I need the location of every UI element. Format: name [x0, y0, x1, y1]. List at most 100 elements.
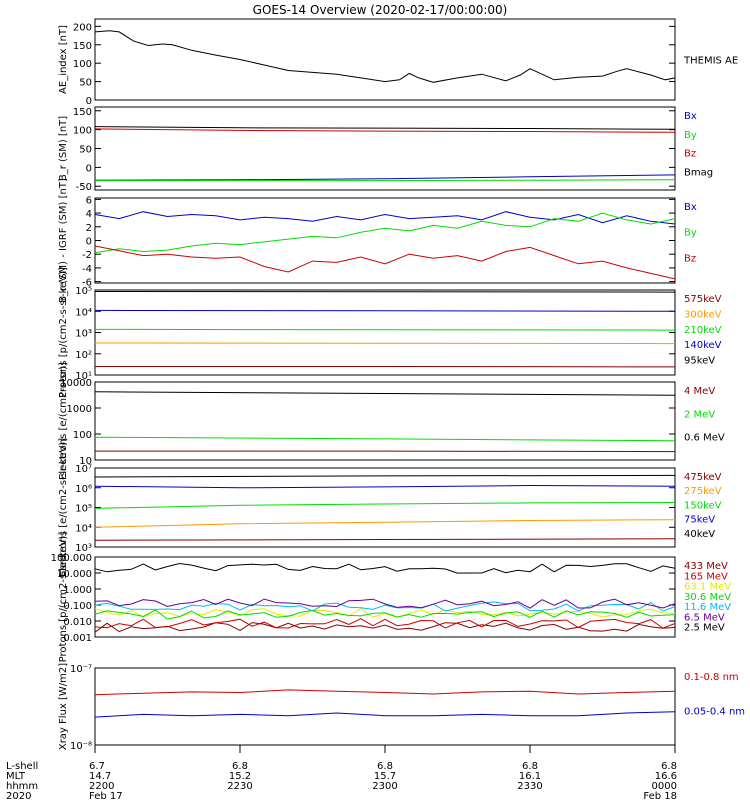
panel-frame [94, 197, 676, 284]
series-line [94, 502, 676, 509]
legend-label: 433 MeV [684, 561, 728, 572]
legend-label: 63.1 MeV [684, 582, 731, 593]
y-tick-label: 10⁵ [75, 286, 92, 297]
x-tick-label-hhmm: 0000 [652, 781, 677, 792]
series-line [94, 519, 676, 528]
y-tick-label: 100 [73, 59, 92, 70]
legend-label: 475keV [684, 472, 722, 483]
legend-label: 2.5 MeV [684, 623, 725, 634]
y-tick-label: 0 [86, 96, 92, 107]
chart-title: GOES-14 Overview (2020-02-17/00:00:00) [253, 3, 508, 17]
x-tick-label-hhmm: 2330 [517, 781, 542, 792]
x-tick-label-date: Feb 17 [89, 791, 123, 800]
series-line [94, 474, 676, 478]
legend-label: THEMIS AE [683, 56, 738, 67]
y-tick-label: 1000 [67, 404, 92, 415]
series-line [94, 245, 676, 280]
legend-label: 275keV [684, 486, 722, 497]
y-tick-label: 10⁻⁸ [70, 741, 92, 752]
x-tick-label-date: Feb 18 [643, 791, 677, 800]
y-tick-label: 150 [73, 107, 92, 118]
legend-label: By [684, 130, 697, 141]
legend-label: Bz [684, 253, 696, 264]
legend-label: 75keV [684, 515, 715, 526]
y-tick-label: 10⁵ [75, 504, 92, 515]
series-line [94, 711, 676, 718]
legend-label: 575keV [684, 294, 722, 305]
y-tick-label: 200 [73, 22, 92, 33]
y-axis-label: Xray Flux [W/m2] [58, 663, 69, 750]
panel-1: 0 50 100 150 200 AE_index [nT] THEMIS AE [58, 18, 738, 107]
panel-6: 10³ 10⁴ 10⁵ 10⁶ 10⁷ Electrons [e/(cm2-s-sr-ke… [58, 438, 722, 577]
legend-label: By [684, 228, 697, 239]
x-tick-label-hhmm: 2200 [89, 781, 114, 792]
x-tick-label-hhmm: 2230 [227, 781, 252, 792]
series-line [94, 609, 676, 620]
panel-frame [94, 289, 676, 376]
panel-frame [94, 556, 676, 638]
legend-label: 210keV [684, 325, 722, 336]
legend-label: 140keV [684, 340, 722, 351]
y-tick-label: -6 [82, 278, 92, 289]
series-line [94, 436, 676, 442]
y-tick-label: 10⁴ [75, 523, 92, 534]
y-tick-label: 50 [79, 145, 92, 156]
x-tick-label-lshell: 6.8 [377, 761, 393, 772]
series-line [94, 328, 676, 331]
y-tick-label: 0 [86, 163, 92, 174]
y-tick-label: 0 [86, 237, 92, 248]
x-tick-label-mlt: 16.6 [655, 771, 677, 782]
y-tick-label: 6 [86, 195, 92, 206]
series-line [94, 618, 676, 629]
legend-label: 40keV [684, 529, 715, 540]
time-axis-row-label: MLT [6, 771, 26, 782]
y-tick-label: 4 [86, 209, 92, 220]
legend-label: Bx [684, 111, 697, 122]
series-line [94, 126, 676, 130]
y-tick-label: 10 [79, 456, 92, 467]
x-tick-label-mlt: 16.1 [519, 771, 541, 782]
legend-label: Bmag [684, 167, 713, 178]
series-line [94, 689, 676, 696]
legend-label: 0.6 MeV [684, 433, 725, 444]
legend-label: 165 MeV [684, 571, 728, 582]
series-line [94, 174, 676, 181]
legend-label: 11.6 MeV [684, 602, 731, 613]
panel-frame [94, 18, 676, 101]
series-line [94, 562, 676, 574]
legend-label: 150keV [684, 500, 722, 511]
y-tick-label: 10² [75, 350, 92, 361]
x-tick-label-lshell: 6.8 [522, 761, 538, 772]
series-line [94, 538, 676, 541]
series-line [94, 601, 676, 612]
x-tick-label-lshell: 6.8 [661, 761, 677, 772]
series-line [94, 291, 676, 293]
y-tick-label: -50 [76, 182, 92, 193]
y-tick-label: 1.000 [63, 585, 92, 596]
y-tick-label: 100 [73, 126, 92, 137]
y-axis-label: Electrons [e/(cm2-s-sr-keV)] [58, 438, 69, 577]
series-line [94, 211, 676, 225]
legend-label: 6.5 MeV [684, 612, 725, 623]
x-tick-label-mlt: 15.2 [229, 771, 251, 782]
series-line [94, 598, 676, 609]
y-tick-label: 10⁷ [75, 464, 92, 475]
y-tick-label: 0.001 [63, 633, 92, 644]
y-tick-label: 100.000 [51, 553, 92, 564]
y-axis-label: B_r (SM) [nT] [58, 116, 69, 181]
y-tick-label: 10¹ [75, 371, 92, 382]
x-tick-label-hhmm: 2300 [372, 781, 397, 792]
y-tick-label: 150 [73, 41, 92, 52]
series-line [94, 391, 676, 396]
legend-label: 95keV [684, 356, 715, 367]
y-tick-label: 10³ [75, 543, 92, 554]
panel-3: -6 -4 -2 0 2 4 6 B_r (SM) - IGRF (SM) [nT] Bx By B… [58, 178, 697, 303]
legend-label: 30.6 MeV [684, 592, 731, 603]
legend-label: Bz [684, 149, 696, 160]
legend-label: 2 MeV [684, 409, 715, 420]
